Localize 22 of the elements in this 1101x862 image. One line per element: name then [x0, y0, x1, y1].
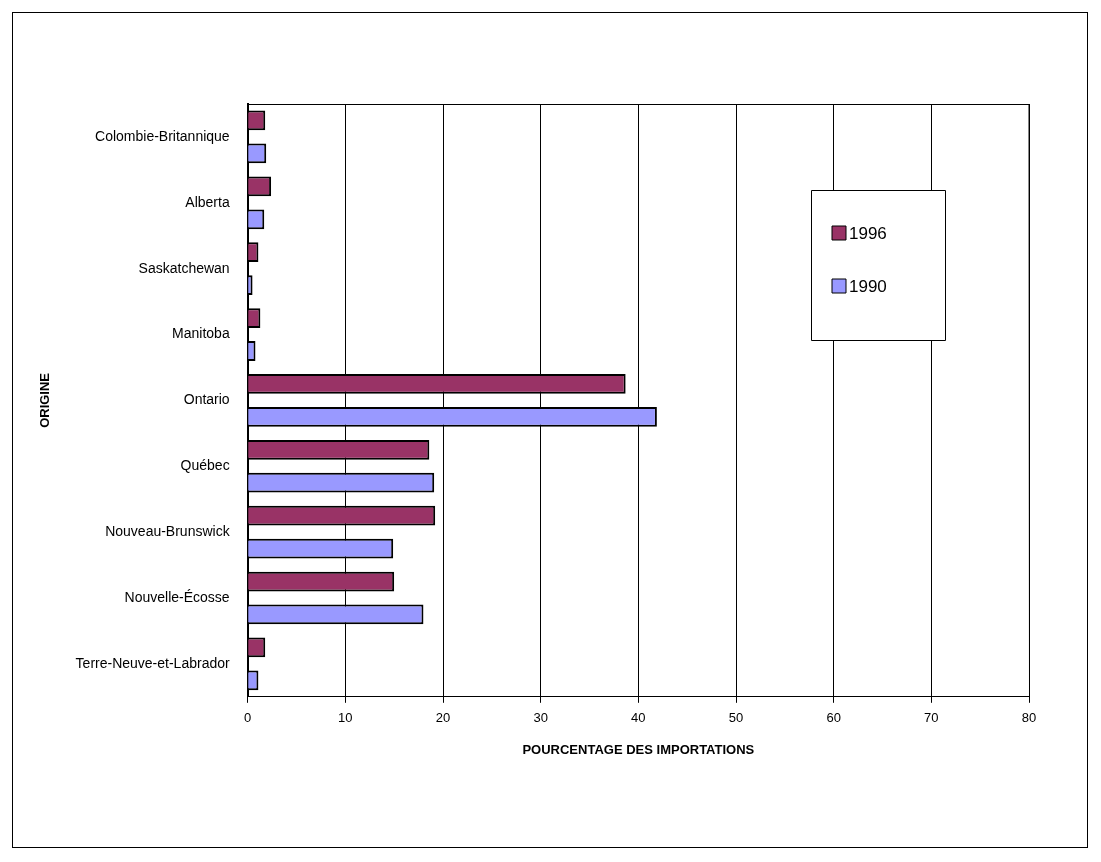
x-tick-label: 50 [728, 710, 744, 726]
y-tick-label: Nouveau-Brunswick [105, 522, 231, 539]
y-tick-label: Nouvelle-Écosse [124, 588, 230, 605]
x-tick-label: 0 [244, 710, 252, 726]
y-tick-label: Saskatchewan [138, 259, 230, 276]
x-tick-label: 40 [631, 710, 646, 726]
x-tick-label: 20 [435, 710, 451, 726]
x-tick-label: 30 [533, 710, 548, 726]
x-axis-title: POURCENTAGE DES IMPORTATIONS [522, 741, 755, 757]
y-tick-label: Manitoba [172, 325, 230, 342]
legend-label: 1996 [849, 223, 887, 243]
y-tick-label: Alberta [185, 193, 230, 210]
x-tick-label: 60 [826, 710, 841, 726]
y-tick-label: Terre-Neuve-et-Labrador [75, 654, 230, 671]
y-tick-label: Québec [180, 457, 230, 474]
x-tick-label: 80 [1021, 710, 1037, 726]
y-tick-label: Ontario [183, 391, 230, 408]
x-tick-label: 10 [338, 710, 353, 726]
y-tick-label: Colombie-Britannique [95, 127, 230, 144]
x-tick-label: 70 [924, 710, 939, 726]
legend-label: 1990 [849, 276, 887, 296]
y-axis-title: ORIGINE [37, 372, 53, 428]
